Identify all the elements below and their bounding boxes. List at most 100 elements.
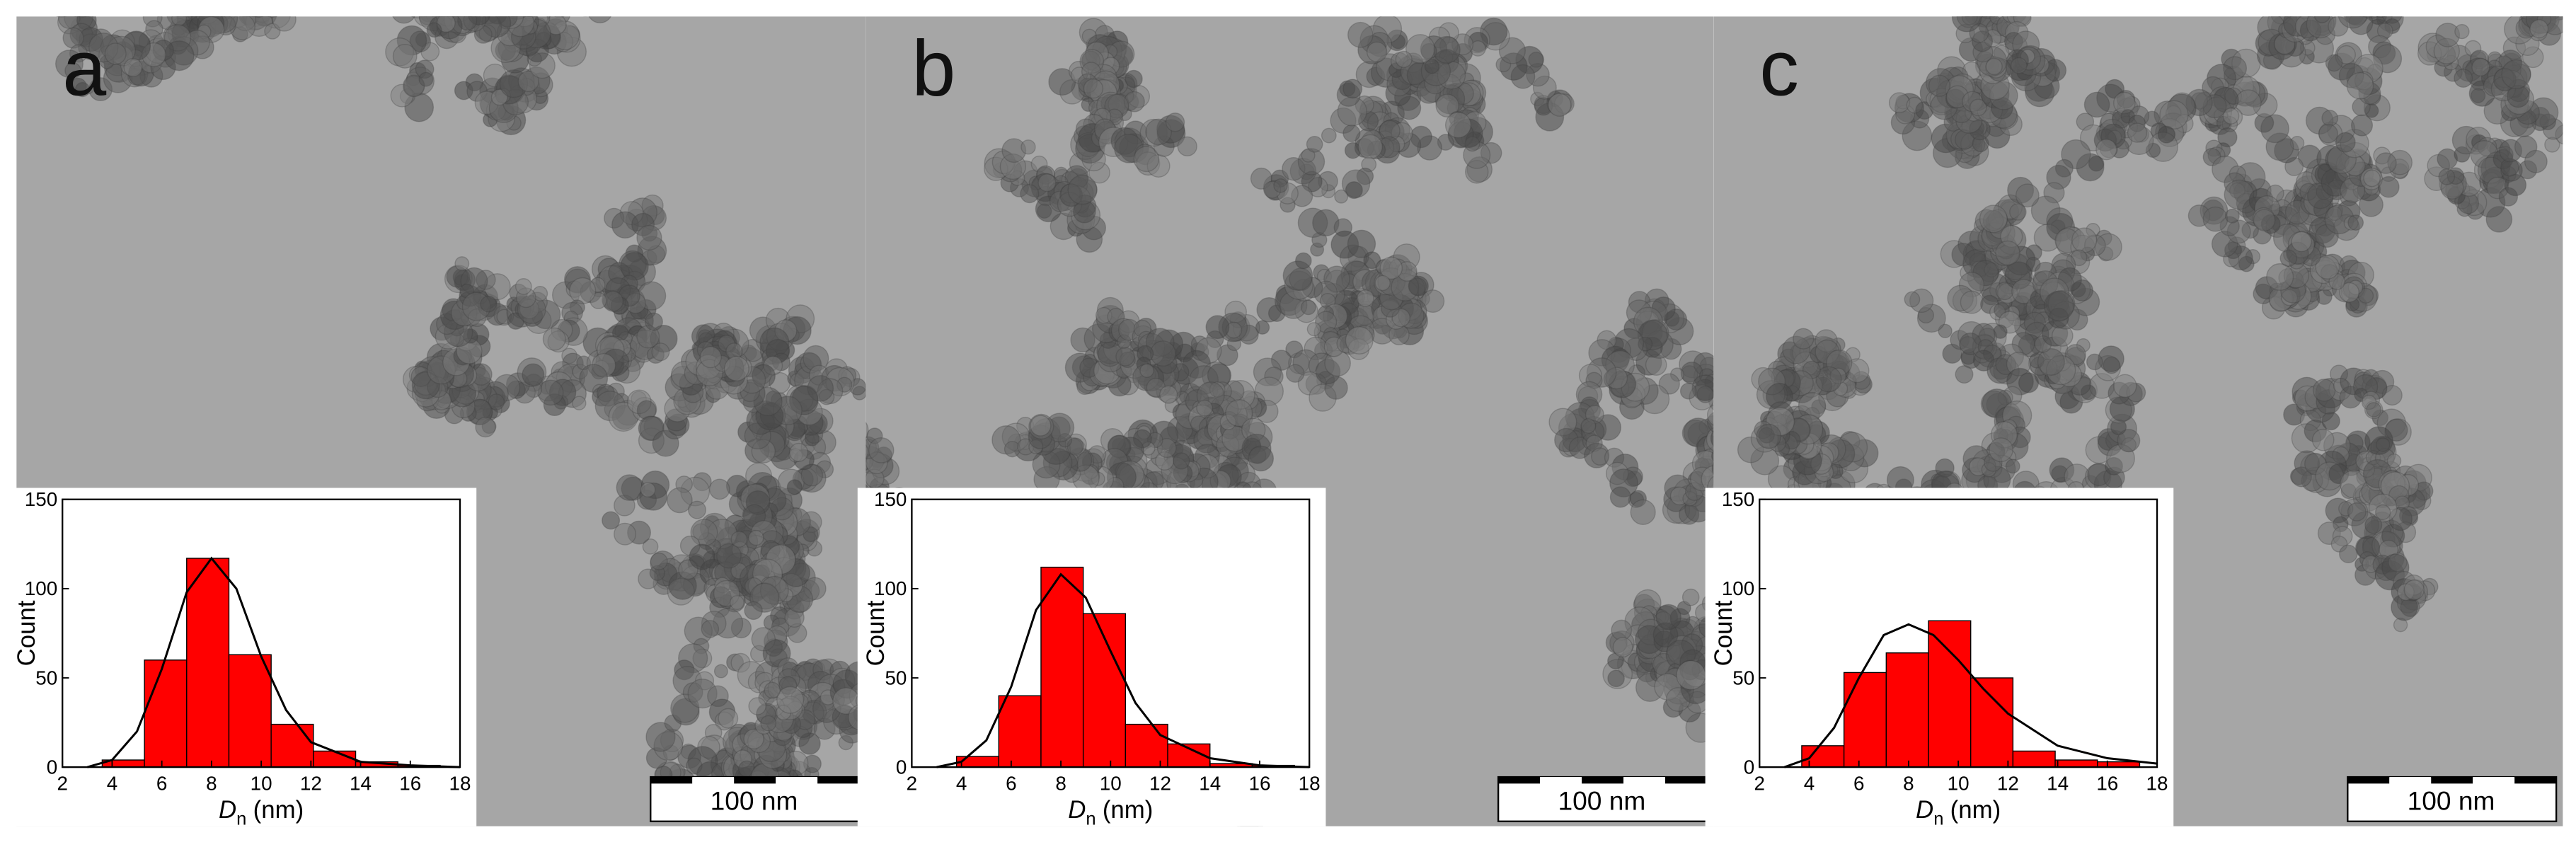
particle — [542, 327, 566, 351]
particle — [1347, 21, 1374, 48]
y-tick-label: 150 — [874, 488, 907, 510]
particle — [1125, 69, 1143, 88]
particle — [1711, 450, 1714, 462]
particle — [602, 511, 621, 530]
particle — [1548, 93, 1572, 117]
particle — [744, 601, 763, 621]
x-axis-label: Dn (nm) — [219, 796, 304, 829]
particle — [1395, 50, 1413, 68]
particle — [868, 437, 895, 463]
particle — [272, 16, 297, 32]
particle — [1969, 98, 1987, 117]
x-tick-label: 10 — [1100, 773, 1122, 795]
particle — [2339, 544, 2358, 564]
y-axis-label: Count — [862, 600, 890, 666]
x-tick-label: 2 — [1754, 773, 1765, 795]
particle — [436, 16, 456, 33]
particle — [2291, 231, 2312, 253]
x-label-symbol: D — [219, 796, 236, 824]
particle — [1676, 660, 1706, 691]
particle — [2224, 208, 2240, 224]
particle — [1133, 146, 1160, 173]
particle — [667, 487, 693, 514]
histogram-bar — [186, 558, 230, 768]
x-tick-label: 18 — [2146, 773, 2168, 795]
x-tick-label: 10 — [251, 773, 272, 795]
y-tick-label: 0 — [47, 756, 58, 778]
particle — [2043, 290, 2075, 321]
particle — [1273, 178, 1288, 193]
particle — [2157, 125, 2175, 144]
particle — [2113, 374, 2137, 398]
particle — [1321, 127, 1337, 144]
y-tick-label: 0 — [1744, 756, 1754, 778]
scale-bar-segment — [1498, 777, 1541, 784]
particle — [776, 686, 805, 714]
particle — [1995, 240, 2020, 266]
particle — [1357, 289, 1374, 307]
scale-bar-label: 100 nm — [2408, 786, 2495, 816]
particle — [480, 295, 498, 313]
particle — [1285, 364, 1305, 383]
particle — [2362, 16, 2374, 18]
particle — [1255, 320, 1270, 335]
panel-label: c — [1759, 24, 1799, 113]
particle — [2117, 429, 2141, 453]
particle — [2010, 57, 2028, 74]
scale-bar-segment — [2431, 777, 2473, 784]
particle — [1793, 328, 1815, 350]
y-tick-label: 50 — [885, 667, 907, 688]
particle — [1301, 148, 1316, 163]
particle — [2095, 139, 2117, 161]
particle — [1139, 363, 1154, 378]
x-axis-label: Dn (nm) — [1916, 796, 2001, 829]
scale-bar-segment — [2514, 777, 2557, 784]
particle — [1145, 118, 1172, 146]
scale-bar-segment — [650, 777, 693, 784]
particle — [2454, 69, 2473, 88]
x-tick-label: 6 — [156, 773, 168, 795]
particle — [2266, 263, 2294, 291]
particle — [1421, 289, 1445, 313]
scale-bar-segment — [692, 777, 735, 784]
x-tick-label: 12 — [1149, 773, 1171, 795]
histogram-bar — [1125, 723, 1168, 768]
particle — [1432, 35, 1461, 64]
particle — [2335, 132, 2356, 153]
x-label-unit: (nm) — [1950, 796, 2001, 824]
particle — [1609, 486, 1631, 508]
particle — [651, 342, 670, 362]
fit-curve — [936, 572, 1310, 768]
particle — [701, 620, 720, 638]
particle — [2386, 453, 2402, 468]
x-tick-label: 14 — [350, 773, 372, 795]
x-label-symbol: D — [1068, 796, 1086, 824]
particle — [2311, 428, 2335, 451]
particle — [2291, 466, 2312, 488]
particle — [748, 529, 764, 546]
particle — [517, 70, 539, 93]
scale-bar-segment — [2347, 777, 2390, 784]
histogram-bar — [1928, 620, 1972, 768]
y-axis-label: Count — [13, 600, 40, 666]
particle — [789, 442, 809, 462]
particle — [1710, 430, 1714, 447]
particle — [1347, 229, 1376, 258]
particle — [1156, 438, 1177, 459]
histogram-bar — [144, 659, 188, 768]
particle — [2018, 372, 2040, 393]
particle — [475, 416, 496, 438]
particle — [1300, 299, 1316, 316]
particle — [1435, 93, 1459, 118]
particle — [650, 552, 668, 570]
y-tick-label: 0 — [896, 756, 907, 778]
particle — [2375, 152, 2397, 174]
particle — [1306, 322, 1321, 337]
particle — [2347, 502, 2367, 522]
particle — [2279, 249, 2298, 267]
particle — [515, 278, 532, 295]
particle — [2403, 580, 2425, 601]
particle — [1985, 57, 2003, 76]
particle — [1888, 92, 1910, 113]
x-label-unit: (nm) — [253, 796, 304, 824]
